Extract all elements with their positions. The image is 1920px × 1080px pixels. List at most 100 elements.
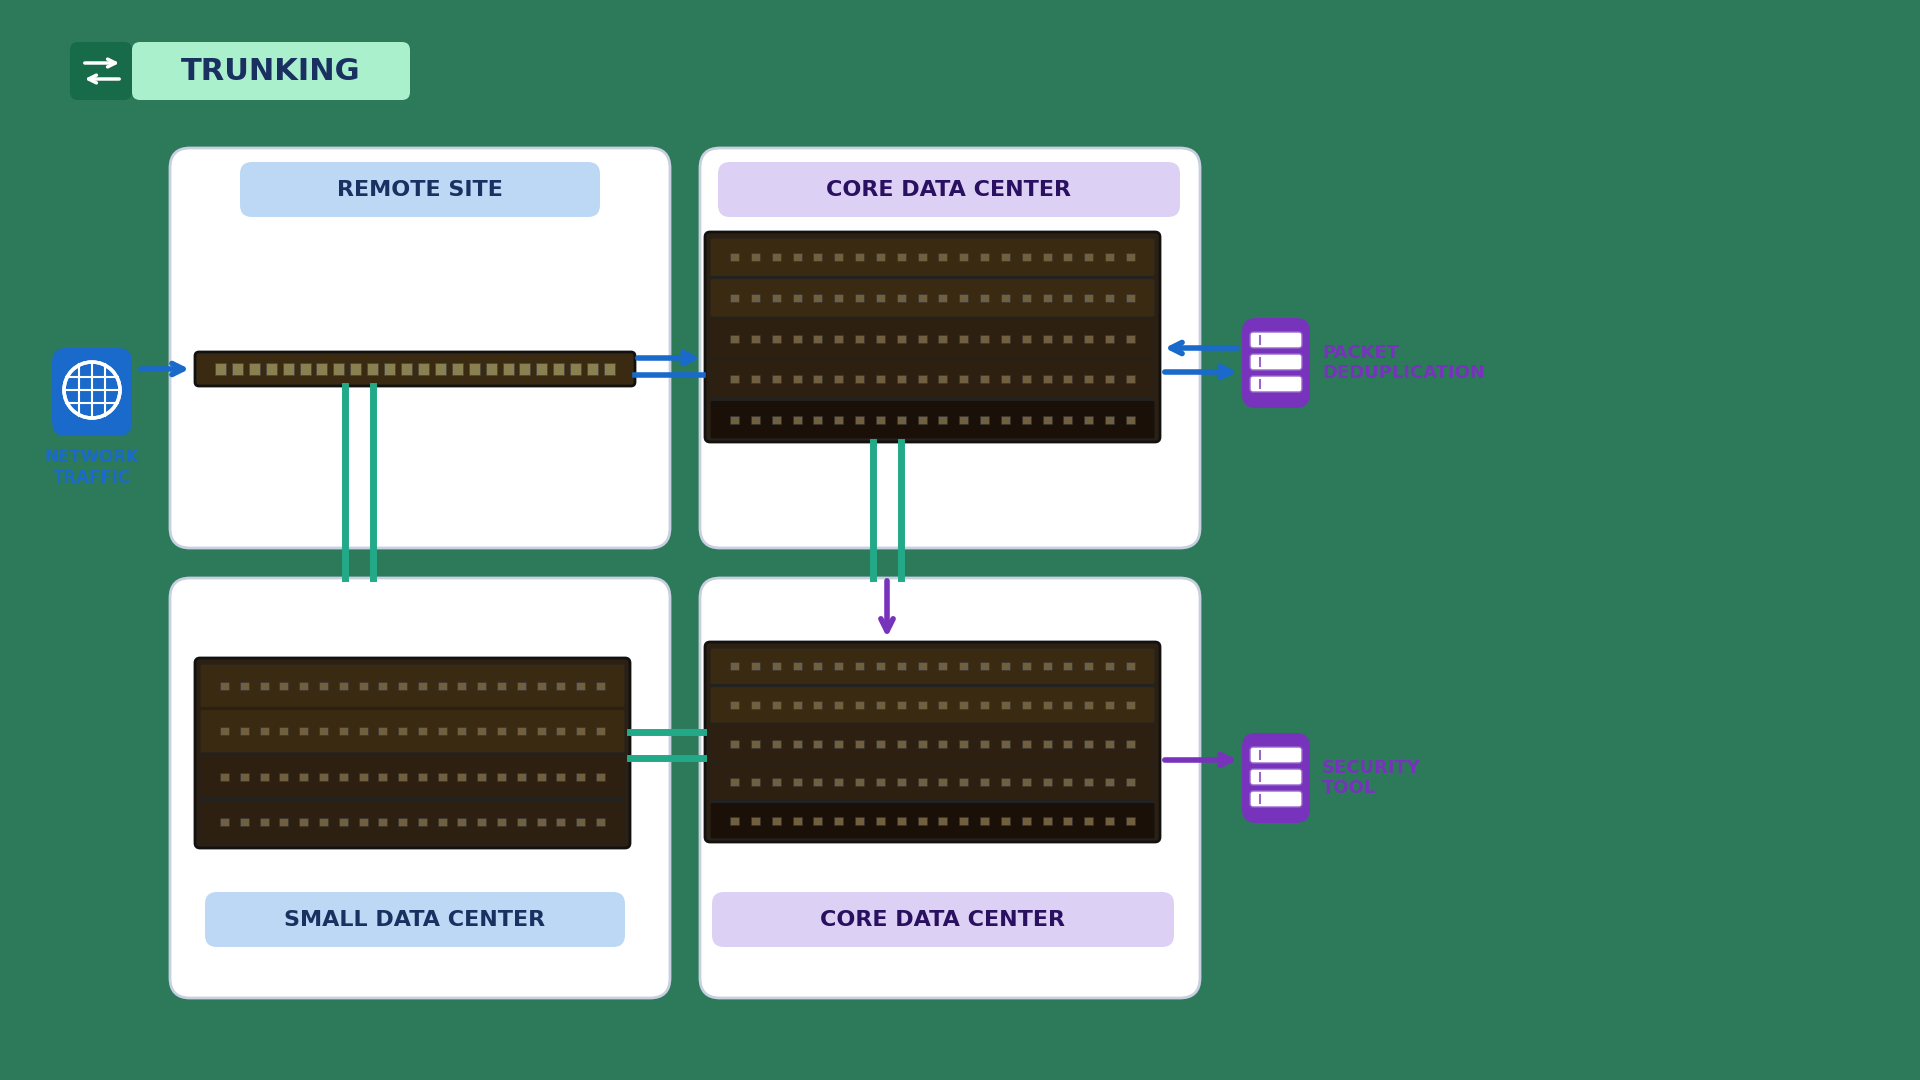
Bar (478, 727, 486, 735)
FancyBboxPatch shape (1250, 354, 1302, 370)
FancyBboxPatch shape (718, 162, 1181, 217)
Bar (282, 363, 294, 375)
Bar (833, 778, 843, 786)
Bar (1125, 816, 1135, 825)
Bar (814, 778, 822, 786)
Bar (814, 416, 822, 423)
Bar (1043, 335, 1052, 342)
Bar (793, 335, 801, 342)
Bar (833, 294, 843, 302)
Bar (918, 740, 927, 747)
FancyBboxPatch shape (200, 664, 626, 707)
Bar (536, 727, 545, 735)
Bar (259, 681, 269, 690)
Bar (939, 294, 947, 302)
Bar (300, 681, 307, 690)
FancyBboxPatch shape (705, 232, 1160, 442)
Bar (1085, 740, 1092, 747)
Bar (897, 701, 906, 708)
Bar (876, 375, 885, 383)
Bar (1021, 335, 1031, 342)
Bar (240, 819, 250, 826)
Bar (215, 363, 227, 375)
FancyBboxPatch shape (710, 725, 1156, 761)
Bar (960, 740, 968, 747)
Bar (876, 662, 885, 671)
FancyBboxPatch shape (701, 148, 1200, 548)
Bar (751, 294, 760, 302)
Bar (730, 816, 739, 825)
Bar (751, 701, 760, 708)
Text: REMOTE SITE: REMOTE SITE (338, 179, 503, 200)
Bar (497, 681, 507, 690)
Bar (536, 819, 545, 826)
Bar (1064, 294, 1073, 302)
Bar (280, 773, 288, 781)
Bar (918, 701, 927, 708)
Text: NETWORK
TRAFFIC: NETWORK TRAFFIC (44, 448, 140, 487)
Bar (1106, 254, 1114, 261)
Bar (814, 701, 822, 708)
Bar (730, 662, 739, 671)
Bar (570, 363, 582, 375)
Bar (1085, 701, 1092, 708)
Bar (1064, 816, 1073, 825)
Bar (280, 727, 288, 735)
Bar (1106, 294, 1114, 302)
Bar (979, 816, 989, 825)
Bar (1043, 740, 1052, 747)
Bar (397, 727, 407, 735)
Bar (854, 294, 864, 302)
Bar (876, 778, 885, 786)
Bar (960, 701, 968, 708)
Bar (1085, 294, 1092, 302)
Bar (730, 335, 739, 342)
Bar (1064, 335, 1073, 342)
Bar (300, 363, 311, 375)
Bar (553, 363, 564, 375)
Bar (793, 375, 801, 383)
Bar (1106, 662, 1114, 671)
FancyBboxPatch shape (710, 764, 1156, 800)
Bar (854, 375, 864, 383)
FancyBboxPatch shape (710, 320, 1156, 357)
Bar (419, 727, 426, 735)
Bar (772, 375, 781, 383)
Bar (359, 819, 367, 826)
Bar (438, 819, 447, 826)
Bar (833, 701, 843, 708)
Bar (557, 681, 564, 690)
Bar (772, 701, 781, 708)
Bar (536, 773, 545, 781)
Bar (751, 662, 760, 671)
Bar (319, 773, 328, 781)
Bar (378, 727, 388, 735)
Bar (1064, 416, 1073, 423)
Bar (793, 416, 801, 423)
Bar (300, 773, 307, 781)
Bar (1043, 375, 1052, 383)
Bar (240, 727, 250, 735)
Bar (876, 335, 885, 342)
Bar (1021, 740, 1031, 747)
Bar (1021, 254, 1031, 261)
Bar (317, 363, 328, 375)
Bar (497, 773, 507, 781)
Bar (897, 662, 906, 671)
FancyBboxPatch shape (1250, 376, 1302, 392)
FancyBboxPatch shape (710, 360, 1156, 399)
Bar (979, 701, 989, 708)
Bar (1000, 740, 1010, 747)
Bar (1064, 701, 1073, 708)
Bar (960, 816, 968, 825)
Bar (397, 819, 407, 826)
Bar (300, 819, 307, 826)
Text: CORE DATA CENTER: CORE DATA CENTER (820, 909, 1066, 930)
Bar (595, 773, 605, 781)
Bar (1106, 740, 1114, 747)
Text: CORE DATA CENTER: CORE DATA CENTER (826, 179, 1071, 200)
Bar (730, 294, 739, 302)
Bar (520, 363, 530, 375)
Bar (854, 778, 864, 786)
Bar (854, 335, 864, 342)
